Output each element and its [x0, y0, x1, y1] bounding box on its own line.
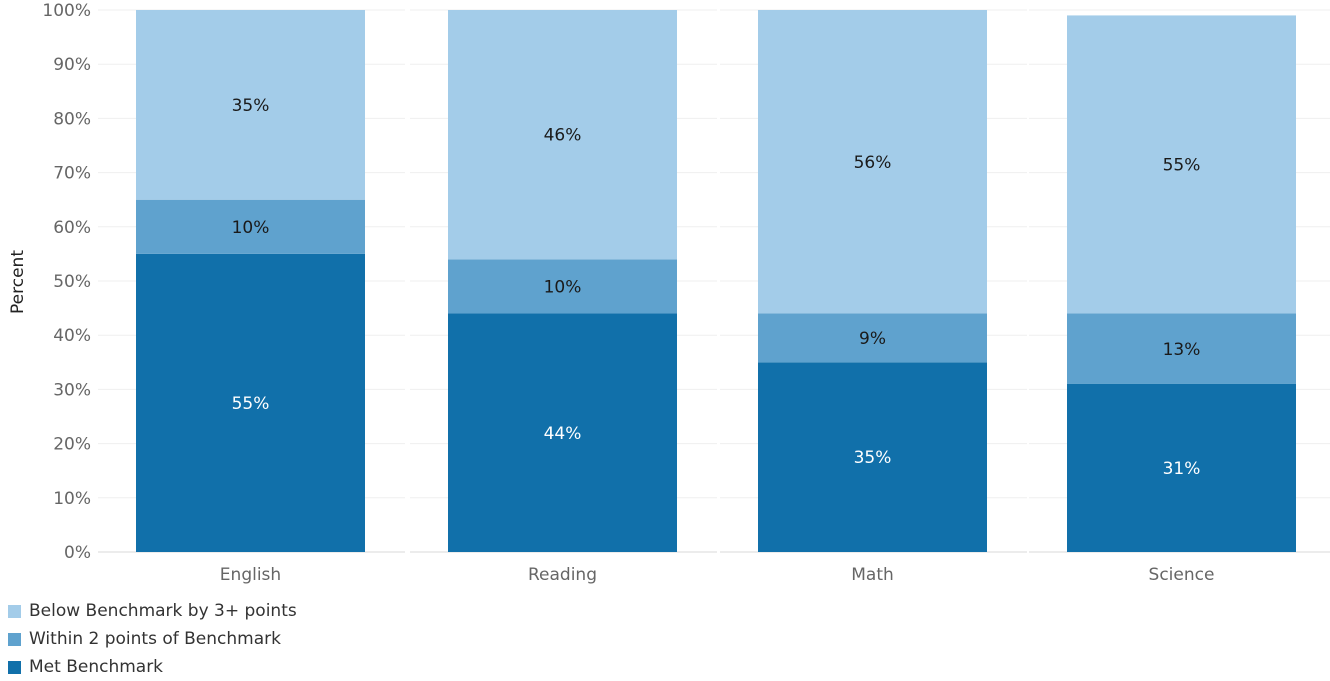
legend-item: Within 2 points of Benchmark [8, 625, 297, 653]
y-tick-label: 60% [53, 218, 91, 238]
data-label: 10% [544, 277, 582, 297]
data-label: 55% [1163, 155, 1201, 175]
y-tick-label: 100% [42, 1, 91, 21]
bars: 55% 10% 35% 44% 10% 46% 35% 9% 56% 31% 13% 55% [136, 10, 1296, 552]
bar-segment [758, 362, 987, 552]
bar-segment [758, 10, 987, 314]
legend-item: Below Benchmark by 3+ points [8, 597, 297, 625]
data-label: 55% [232, 394, 270, 414]
bar-segment [448, 259, 677, 314]
legend-swatch [8, 604, 21, 618]
bar-segment [448, 10, 677, 260]
legend-label: Below Benchmark by 3+ points [29, 601, 297, 621]
bar-segment [1067, 15, 1296, 314]
bar-segment [136, 199, 365, 254]
x-tick-label: Math [851, 565, 894, 585]
data-label: 56% [854, 153, 892, 173]
y-tick-label: 0% [64, 543, 91, 563]
y-tick-label: 70% [53, 164, 91, 184]
y-tick-label: 10% [53, 489, 91, 509]
y-tick-label: 20% [53, 435, 91, 455]
y-axis-title: Percent [8, 250, 28, 314]
data-label: 9% [859, 329, 886, 349]
legend: Below Benchmark by 3+ points Within 2 poi… [8, 597, 297, 681]
data-label: 31% [1163, 459, 1201, 479]
data-label: 44% [544, 424, 582, 444]
data-label: 35% [854, 448, 892, 468]
y-tick-label: 30% [53, 380, 91, 400]
bar-segment [1067, 313, 1296, 384]
bar-segment [136, 253, 365, 552]
data-label: 46% [544, 126, 582, 146]
x-axis: English Reading Math Science [220, 565, 1215, 585]
y-tick-label: 80% [53, 109, 91, 129]
x-tick-label: English [220, 565, 281, 585]
y-tick-label: 90% [53, 55, 91, 75]
y-tick-label: 40% [53, 326, 91, 346]
x-tick-label: Reading [528, 565, 597, 585]
legend-label: Met Benchmark [29, 657, 164, 677]
stacked-bar-chart: 55% 10% 35% 44% 10% 46% 35% 9% 56% 31% 13% 55% 0% 10… [8, 1, 1330, 585]
legend-label: Within 2 points of Benchmark [29, 629, 281, 649]
legend-swatch [8, 632, 21, 646]
data-label: 10% [232, 218, 270, 238]
bar-segment [1067, 383, 1296, 552]
data-label: 13% [1163, 340, 1201, 360]
y-axis: 0% 10% 20% 30% 40% 50% 60% 70% 80% 90% 100% [42, 1, 91, 563]
x-tick-label: Science [1149, 565, 1215, 585]
legend-swatch [8, 660, 21, 674]
bar-segment [758, 313, 987, 363]
bar-segment [448, 313, 677, 552]
bar-segment [136, 10, 365, 200]
data-label: 35% [232, 96, 270, 116]
legend-item: Met Benchmark [8, 653, 297, 681]
y-tick-label: 50% [53, 272, 91, 292]
